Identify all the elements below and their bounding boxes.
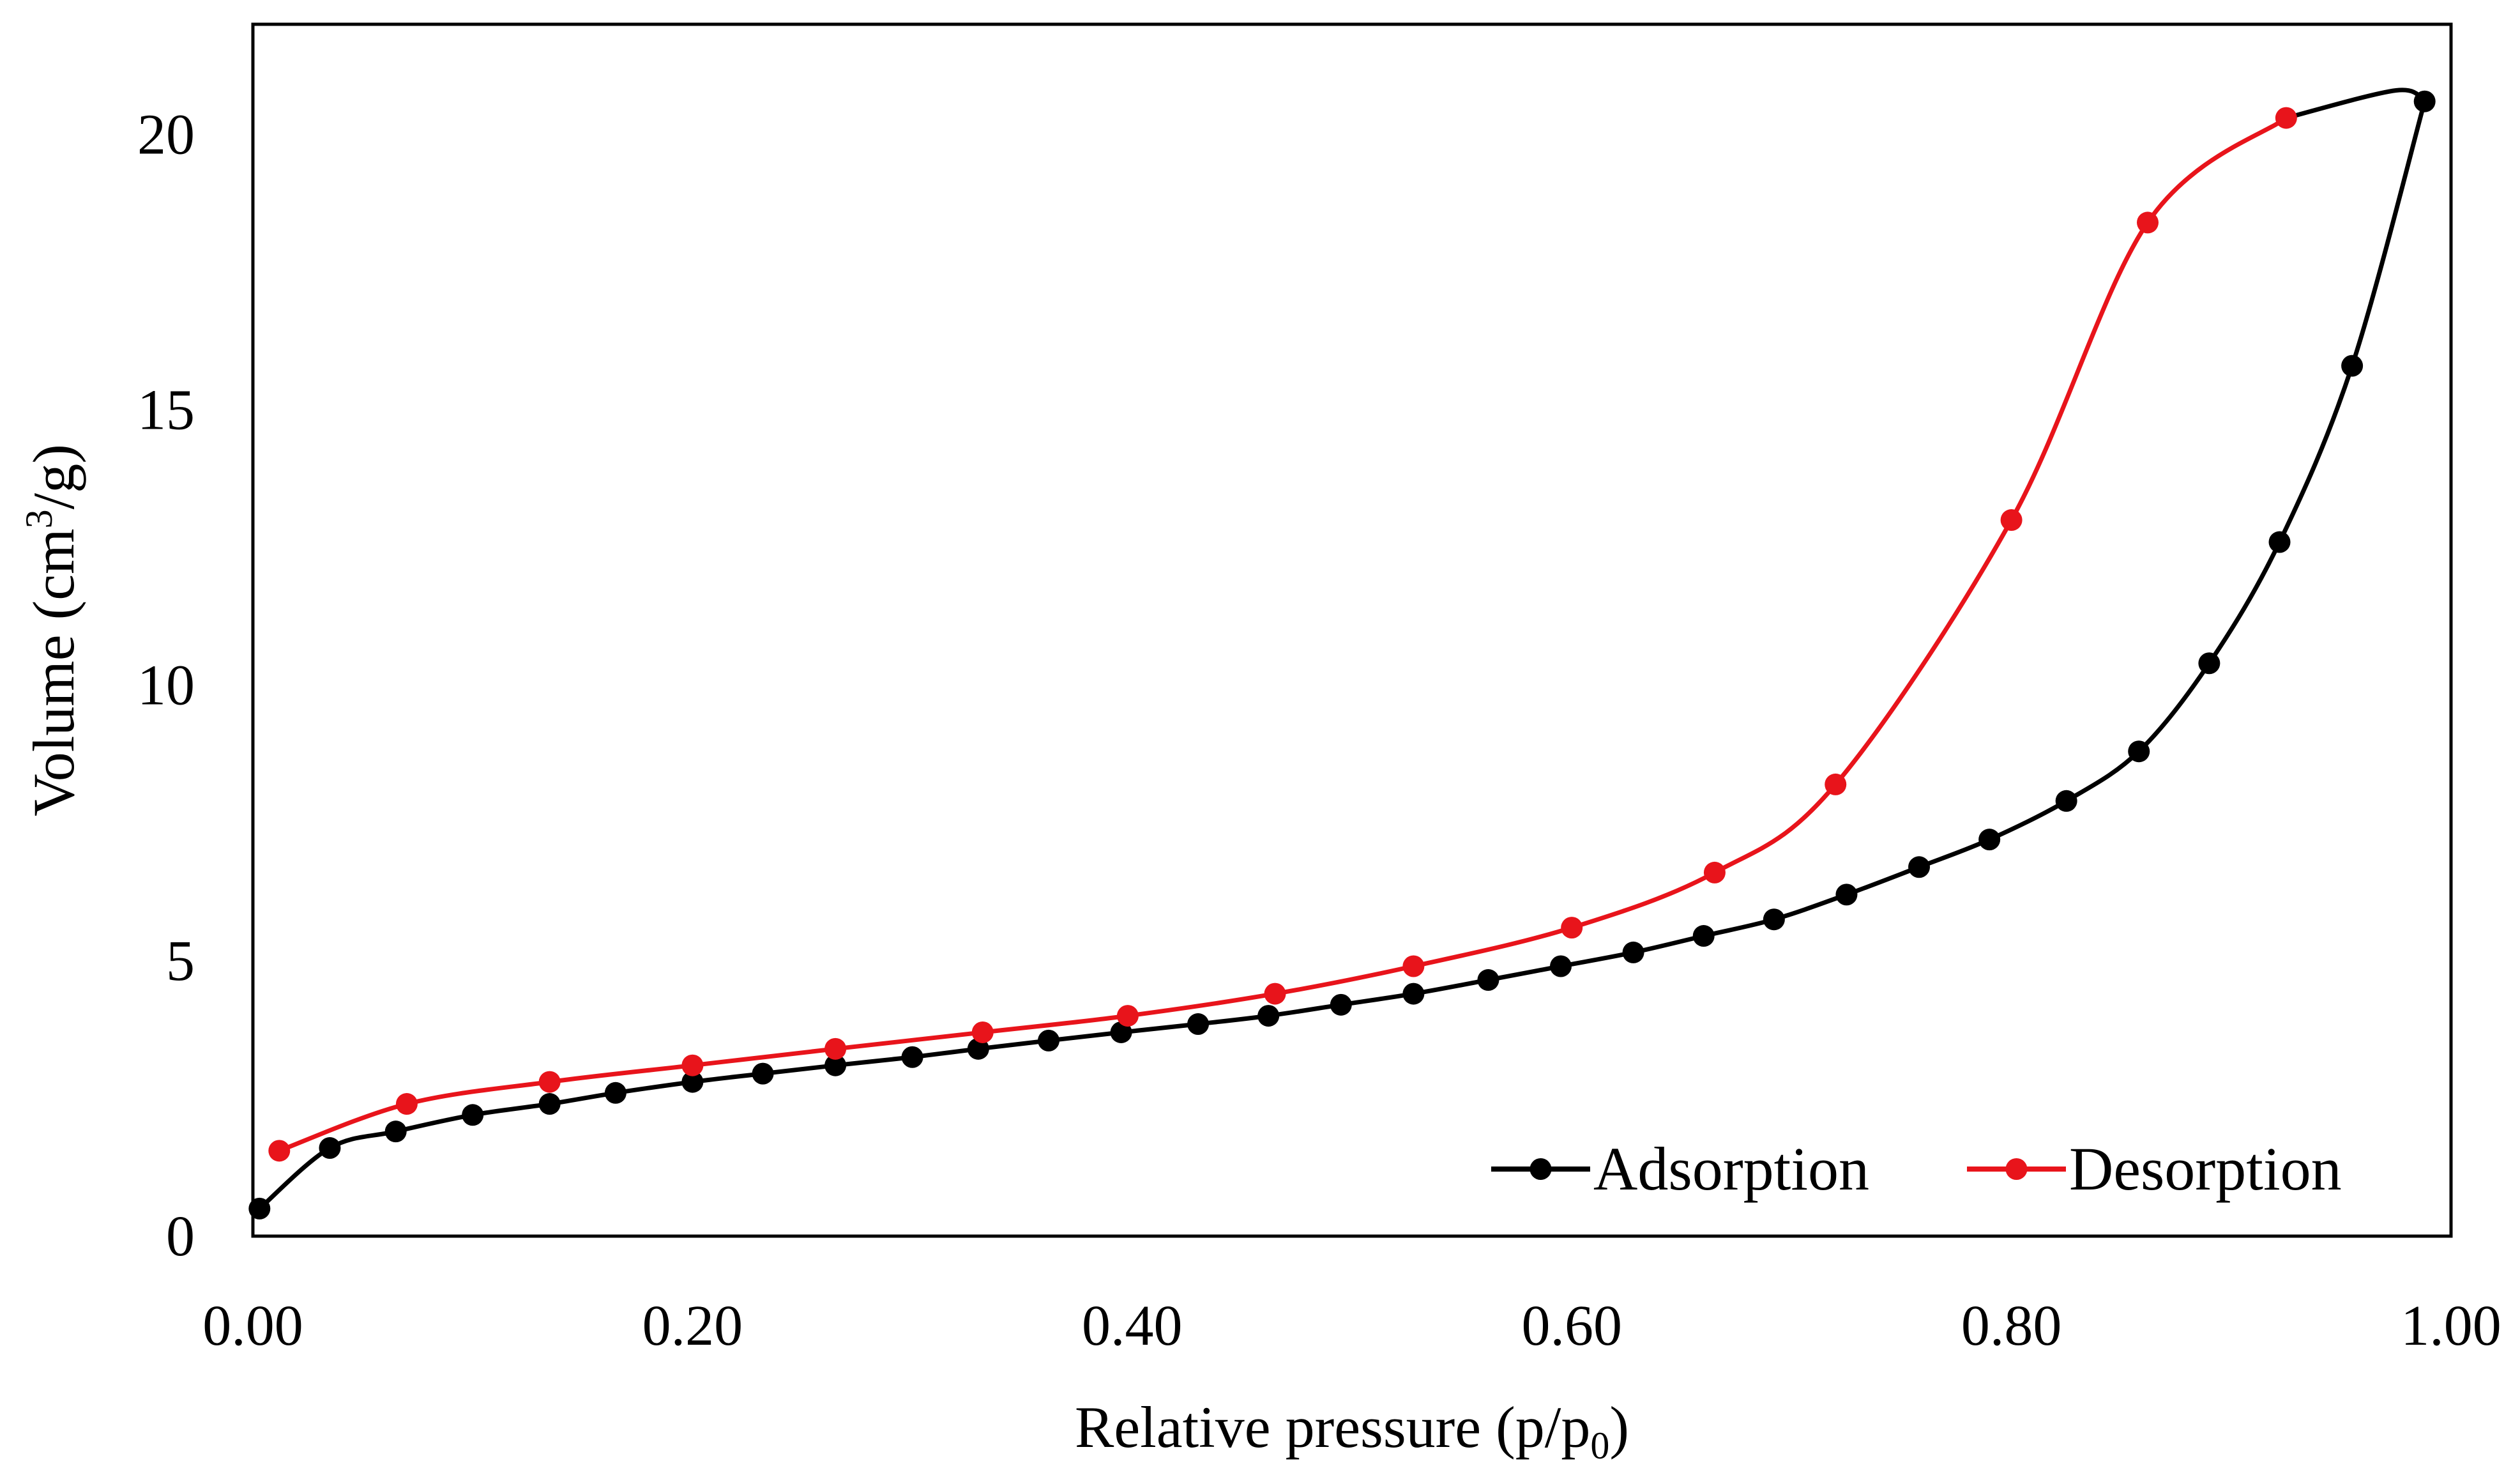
- data-point-adsorption: [1908, 856, 1931, 878]
- y-axis-ticks: 0 5 10 15 20: [137, 103, 195, 1268]
- data-point-adsorption: [462, 1104, 484, 1126]
- data-point-desorption: [2000, 509, 2023, 532]
- data-point-adsorption: [1692, 925, 1715, 947]
- data-point-adsorption: [681, 1071, 704, 1093]
- data-point-adsorption: [1402, 983, 1425, 1005]
- data-point-adsorption: [2198, 652, 2220, 675]
- legend: Adsorption Desorption: [1491, 1135, 2342, 1203]
- data-point-adsorption: [248, 1197, 271, 1220]
- data-point-desorption: [1703, 861, 1726, 884]
- y-axis-title: Volume (cm3/g): [18, 444, 86, 816]
- series-line-adsorption: [258, 100, 2427, 1211]
- data-point-adsorption: [1835, 884, 1858, 906]
- legend-marker-adsorption: [1529, 1158, 1552, 1180]
- x-tick-label: 1.00: [2401, 1294, 2501, 1358]
- y-tick-label: 5: [166, 929, 195, 993]
- x-axis-title-subscript: 0: [1590, 1425, 1609, 1467]
- y-tick-label: 15: [137, 379, 195, 442]
- x-axis-title: Relative pressure (p/p0): [1075, 1395, 1629, 1467]
- data-point-adsorption: [604, 1082, 626, 1104]
- data-point-adsorption: [2055, 790, 2077, 812]
- data-point-adsorption: [1110, 1021, 1132, 1043]
- data-point-adsorption: [1187, 1013, 1210, 1036]
- data-point-desorption: [2137, 211, 2159, 234]
- data-point-adsorption: [824, 1054, 847, 1076]
- legend-marker-desorption: [2005, 1158, 2028, 1180]
- data-point-desorption: [1264, 983, 1286, 1005]
- data-point-desorption: [1561, 917, 1583, 939]
- data-point-desorption: [1116, 1005, 1139, 1027]
- plot-frame: [251, 22, 2453, 1238]
- data-point-desorption: [538, 1071, 561, 1093]
- data-point-adsorption: [752, 1062, 774, 1085]
- y-axis-title-main: Volume (cm: [21, 528, 86, 816]
- data-point-adsorption: [2268, 531, 2291, 553]
- legend-label-desorption: Desorption: [2069, 1135, 2342, 1203]
- x-tick-label: 0.20: [642, 1294, 743, 1358]
- series-closing-line-adsorption: [2286, 88, 2426, 120]
- data-point-desorption: [1825, 773, 1847, 795]
- data-point-desorption: [2275, 107, 2297, 129]
- data-point-desorption: [681, 1054, 704, 1076]
- y-axis-title-superscript: 3: [18, 509, 60, 528]
- x-axis-ticks: 0.00 0.20 0.40 0.60 0.80 1.00: [202, 1294, 2501, 1358]
- legend-label-adsorption: Adsorption: [1593, 1135, 1869, 1203]
- data-point-adsorption: [1549, 955, 1572, 977]
- data-point-adsorption: [538, 1093, 561, 1115]
- data-point-desorption: [268, 1140, 291, 1162]
- x-tick-label: 0.80: [1961, 1294, 2062, 1358]
- data-point-adsorption: [319, 1137, 341, 1159]
- data-point-adsorption: [384, 1121, 407, 1143]
- x-tick-label: 0.00: [202, 1294, 303, 1358]
- x-tick-label: 0.60: [1521, 1294, 1622, 1358]
- data-point-desorption: [824, 1037, 847, 1060]
- data-point-desorption: [971, 1021, 994, 1043]
- data-point-adsorption: [2413, 90, 2436, 112]
- y-tick-label: 20: [137, 103, 195, 166]
- data-point-adsorption: [901, 1046, 923, 1068]
- data-point-adsorption: [1038, 1029, 1060, 1052]
- y-axis-title-suffix: /g): [21, 444, 86, 509]
- data-point-adsorption: [1477, 969, 1499, 991]
- y-tick-label: 0: [166, 1205, 195, 1268]
- data-point-adsorption: [1978, 829, 2001, 851]
- x-tick-label: 0.40: [1082, 1294, 1183, 1358]
- data-point-adsorption: [1330, 993, 1352, 1016]
- x-axis-title-main: Relative pressure (p/p: [1075, 1395, 1590, 1460]
- data-point-desorption: [1402, 955, 1425, 977]
- data-point-adsorption: [2128, 740, 2150, 763]
- data-point-desorption: [395, 1093, 418, 1115]
- data-point-adsorption: [967, 1037, 989, 1060]
- series-layer: [248, 88, 2436, 1220]
- data-point-adsorption: [1763, 908, 1785, 931]
- x-axis-title-suffix: ): [1609, 1395, 1629, 1460]
- data-point-adsorption: [2341, 355, 2364, 377]
- data-point-adsorption: [1257, 1005, 1280, 1027]
- data-point-adsorption: [1622, 941, 1644, 963]
- y-tick-label: 10: [137, 654, 195, 717]
